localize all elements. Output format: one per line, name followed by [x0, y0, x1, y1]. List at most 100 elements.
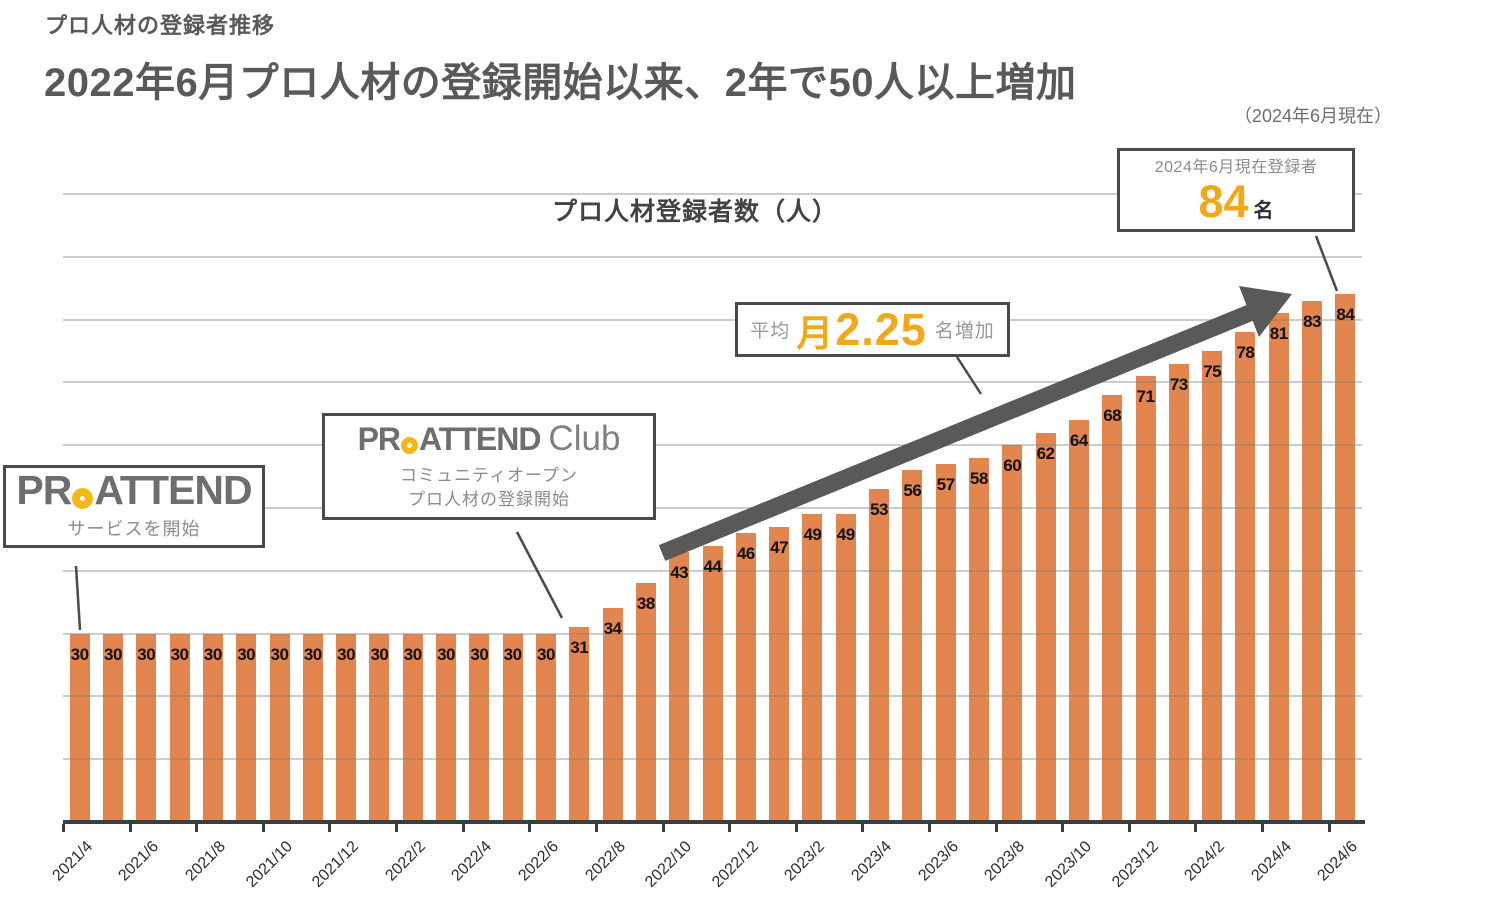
gridline-80 [63, 318, 1362, 321]
date-note: （2024年6月現在） [1233, 106, 1392, 126]
x-axis [63, 820, 1365, 824]
bar-value-2023/4: 53 [870, 500, 888, 520]
x-axis-tick [128, 824, 132, 832]
bar-value-2024/5: 83 [1303, 311, 1321, 331]
bar-value-2024/6: 84 [1336, 305, 1355, 325]
average-prefix: 平均 [750, 321, 791, 342]
bar-value-2021/10: 30 [270, 644, 289, 664]
bar-value-2023/11: 68 [1103, 405, 1122, 425]
x-axis-tick [1261, 824, 1265, 832]
bar-value-2021/9: 30 [237, 644, 256, 664]
x-axis-tick [261, 824, 265, 832]
x-axis-tick [928, 824, 931, 832]
current-label: 2024年6月現在登録者 [1154, 159, 1318, 177]
x-axis-tick [1194, 824, 1198, 832]
bar-2022/2 [402, 633, 423, 822]
x-axis-tick [661, 824, 665, 832]
bar-2023/3 [835, 514, 856, 822]
x-axis-tick [594, 824, 598, 832]
bar-value-2021/4: 30 [70, 644, 89, 664]
bar-2021/6 [136, 633, 157, 822]
bar-2022/6 [535, 633, 556, 822]
logo-pr-text: PR [16, 467, 72, 514]
bar-2023/1 [769, 526, 790, 822]
bar-2024/1 [1168, 363, 1189, 822]
logo-attend-text: ATTEND [419, 420, 541, 457]
x-label-2021/4: 2021/4 [49, 838, 96, 885]
bar-2022/8 [602, 608, 623, 822]
logo-attend-text: ATTEND [94, 467, 252, 514]
bar-value-2022/4: 30 [470, 644, 489, 664]
bar-2023/4 [869, 489, 890, 822]
x-axis-tick [62, 824, 65, 832]
x-axis-tick [528, 824, 532, 832]
bar-2024/3 [1235, 332, 1256, 822]
bar-2022/11 [702, 545, 723, 822]
bar-2021/12 [336, 633, 357, 822]
average-value: 2.25 [835, 303, 927, 355]
bar-2022/7 [569, 627, 590, 822]
bar-value-2023/3: 49 [836, 525, 855, 545]
logo-pr-text: PR [357, 420, 401, 457]
bar-value-2022/10: 43 [670, 562, 689, 582]
bar-value-2022/1: 30 [370, 644, 389, 664]
bar-2022/4 [469, 633, 490, 822]
current-unit: 名 [1253, 200, 1274, 223]
bar-value-2024/2: 75 [1203, 362, 1222, 381]
gridline-90 [63, 255, 1362, 258]
bar-2022/3 [436, 633, 457, 822]
bar-value-2021/12: 30 [337, 644, 356, 664]
bar-value-2022/8: 34 [603, 619, 622, 639]
bar-2021/11 [302, 633, 323, 822]
bar-value-2022/3: 30 [437, 644, 455, 664]
x-axis-tick [195, 824, 199, 832]
gridline-60 [63, 444, 1362, 447]
prattend-club-logo: PR ATTEND Club [358, 421, 621, 456]
club-open-caption: コミュニティオープン プロ人材の登録開始 [400, 464, 578, 512]
x-axis-tick [861, 824, 865, 832]
bar-value-2023/10: 64 [1069, 431, 1088, 451]
bar-value-2022/9: 38 [636, 594, 655, 614]
bar-2022/9 [635, 583, 656, 822]
bar-2021/10 [269, 633, 290, 822]
bar-value-2022/6: 30 [536, 644, 555, 664]
bar-value-2024/3: 78 [1236, 343, 1255, 363]
x-axis-tick [461, 824, 465, 832]
x-axis-tick [1127, 824, 1131, 832]
bar-2023/2 [802, 514, 823, 822]
gridline-40 [63, 569, 1362, 572]
bar-value-2022/11: 44 [703, 556, 722, 576]
x-axis-tick [1061, 824, 1065, 832]
x-axis-tick [994, 824, 998, 832]
gridline-10 [63, 758, 1362, 761]
bar-value-2022/2: 30 [403, 644, 422, 664]
bar-2024/6 [1335, 294, 1356, 822]
bar-2024/5 [1302, 300, 1323, 822]
service-start-callout: PR ATTEND サービスを開始 [3, 465, 265, 548]
x-axis-tick [328, 824, 332, 832]
x-axis-tick [728, 824, 732, 832]
bar-value-2021/7: 30 [170, 644, 189, 664]
x-axis-tick [395, 824, 399, 832]
bar-2022/1 [369, 633, 390, 822]
logo-ring-icon [72, 488, 94, 510]
page-subtitle: プロ人材の登録者推移 [45, 13, 276, 38]
bar-2021/5 [102, 633, 123, 822]
logo-ring-icon [401, 436, 419, 454]
current-registrants-callout: 2024年6月現在登録者 84 名 [1117, 148, 1355, 232]
x-axis-tick [794, 824, 798, 832]
average-increase-callout: 平均 月 2.25 名増加 [735, 302, 1010, 357]
logo-club-text: Club [548, 419, 621, 459]
bar-value-2021/11: 30 [303, 644, 322, 664]
bar-value-2022/5: 30 [503, 644, 522, 664]
service-start-caption: サービスを開始 [67, 519, 201, 540]
bar-2023/9 [1035, 432, 1056, 822]
current-value: 84 [1198, 176, 1249, 228]
bar-2023/7 [968, 457, 989, 822]
bar-value-2022/7: 31 [570, 638, 589, 658]
bar-2021/4 [69, 633, 90, 822]
gridline-100 [63, 193, 1362, 195]
gridline-20 [63, 695, 1362, 698]
